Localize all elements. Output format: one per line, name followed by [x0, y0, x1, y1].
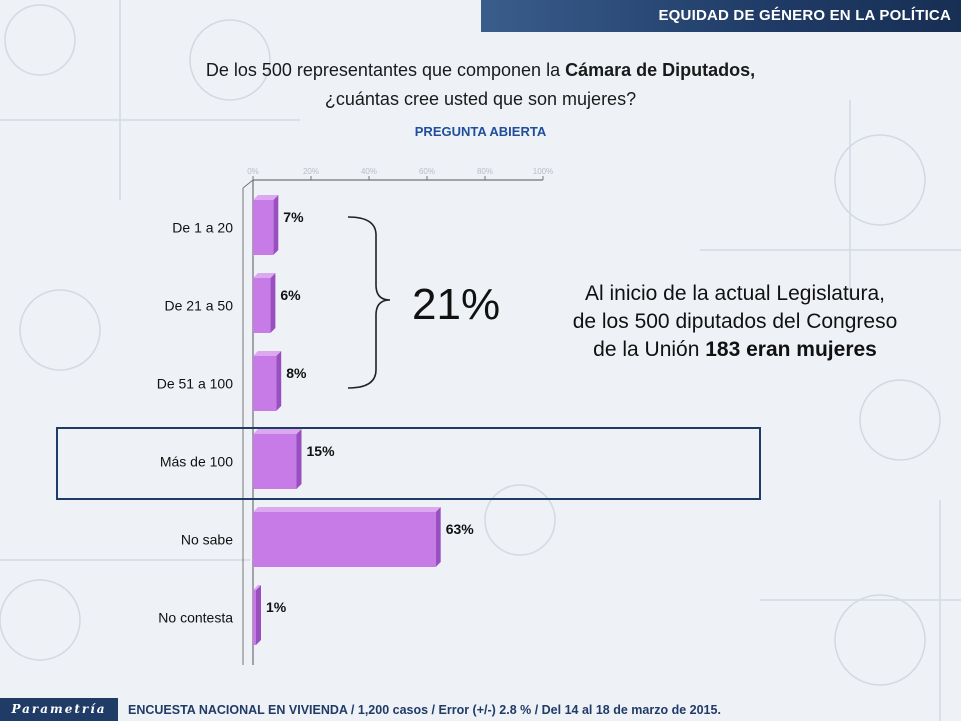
question-text: De los 500 representantes que componen l… [0, 56, 961, 114]
axis-depth-top [242, 179, 254, 189]
category-label: De 51 a 100 [157, 376, 233, 392]
bar [253, 200, 274, 255]
value-label: 6% [280, 287, 301, 303]
brace-total-label: 21% [412, 280, 501, 329]
x-tick-label: 80% [477, 167, 493, 176]
banner-title: EQUIDAD DE GÉNERO EN LA POLÍTICA [658, 7, 951, 24]
note-line3: de la Unión [593, 338, 706, 361]
x-tick-label: 0% [247, 167, 259, 176]
bar-side [276, 351, 282, 411]
bar-side [273, 195, 279, 255]
question-line1-bold: Cámara de Diputados, [565, 60, 756, 80]
bar [253, 590, 256, 645]
x-tick-label: 40% [361, 167, 377, 176]
x-tick-label: 20% [303, 167, 319, 176]
bar-side [270, 273, 276, 333]
category-label: No sabe [181, 532, 233, 548]
note-line2: de los 500 diputados del Congreso [572, 310, 898, 333]
bar-top [253, 585, 261, 590]
value-label: 7% [283, 209, 304, 225]
category-label: No contesta [158, 610, 233, 626]
category-label: De 1 a 20 [172, 220, 233, 236]
question-line2: ¿cuántas cree usted que son mujeres? [324, 89, 637, 109]
header-banner: EQUIDAD DE GÉNERO EN LA POLÍTICA [481, 0, 961, 32]
highlight-box-mas-de-100 [56, 427, 761, 500]
bar-side [256, 585, 261, 645]
x-tick-label: 60% [419, 167, 435, 176]
bar-top [253, 351, 282, 356]
bar [253, 278, 271, 333]
x-tick-label: 100% [533, 167, 553, 176]
value-label: 63% [446, 521, 475, 537]
value-label: 1% [266, 599, 287, 615]
note-line1: Al inicio de la actual Legislatura, [584, 282, 885, 305]
bar [253, 356, 277, 411]
parametria-logo: Parametría [0, 698, 118, 721]
note-line3-bold: 183 eran mujeres [705, 338, 877, 361]
question-subtitle: PREGUNTA ABIERTA [414, 124, 547, 139]
question-line1: De los 500 representantes que componen l… [205, 60, 566, 80]
value-label: 15% [307, 443, 336, 459]
value-label: 8% [286, 365, 307, 381]
bar-side [435, 507, 441, 567]
bar [253, 512, 436, 567]
bar-top [253, 195, 279, 200]
bar-top [253, 429, 302, 434]
bar-top [253, 273, 276, 278]
bar [253, 434, 297, 489]
grouping-brace [347, 216, 391, 389]
category-label: Más de 100 [160, 454, 233, 470]
category-label: De 21 a 50 [165, 298, 234, 314]
footer-survey-info: ENCUESTA NACIONAL EN VIVIENDA / 1,200 ca… [128, 703, 721, 717]
legislature-note: Al inicio de la actual Legislatura, de l… [545, 280, 925, 364]
bar-top [253, 507, 441, 512]
bar-side [296, 429, 302, 489]
